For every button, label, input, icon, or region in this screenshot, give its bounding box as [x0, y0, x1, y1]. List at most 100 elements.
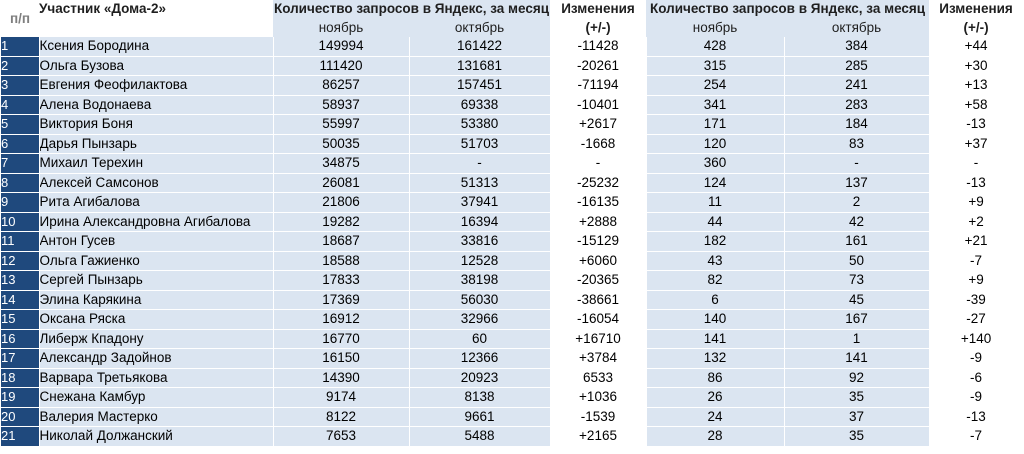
change-a: -20365	[550, 270, 647, 290]
queries-oct-a: 20923	[409, 368, 551, 388]
queries-nov-a: 17833	[273, 270, 410, 290]
table-row: 7 Михаил Терехин 34875- -360- -	[1, 153, 1024, 174]
table-row: 15 Оксана Ряска 16912 32966 -16054 140 167 -27	[1, 309, 1024, 330]
queries-nov-b: 360	[646, 153, 785, 173]
queries-oct-a: 8138	[409, 387, 551, 407]
queries-oct-b: 167	[784, 309, 930, 329]
queries-oct-b: 35	[784, 426, 930, 446]
change-a: +2888	[550, 212, 647, 232]
subheader-oct-b: октябрь	[784, 18, 930, 37]
row-index: 9	[1, 192, 40, 213]
queries-oct-a: 12528	[409, 251, 551, 271]
queries-nov-b: 182	[646, 231, 785, 251]
change-b: -	[929, 153, 1024, 173]
change-a: -16054	[550, 309, 647, 329]
queries-oct-a: 131681	[409, 56, 551, 76]
queries-oct-b: -	[784, 153, 930, 173]
row-index: 14	[1, 290, 40, 310]
queries-nov-a: 18687	[273, 231, 410, 251]
change-a: -38661	[550, 290, 647, 310]
table-row: 11 Антон Гусев 18687 33816 -15129 182 161 +21	[1, 231, 1024, 252]
change-b: +21	[929, 231, 1024, 251]
subheader-row: ноябрь октябрь (+/-) ноябрь октябрь (+/-…	[1, 18, 1023, 37]
queries-nov-a: 16912	[273, 309, 410, 329]
row-index: 16	[1, 329, 40, 349]
change-b: -6	[929, 368, 1024, 388]
participant-name: Снежана Камбур	[39, 387, 274, 407]
subheader-pm-a: (+/-)	[585, 19, 611, 35]
table-row: 18 Варвара Третьякова 14390 20923 6533 86 92 -6	[1, 368, 1024, 388]
table-row: 10 Ирина Александровна Агибалова 19282 1639…	[1, 212, 1024, 232]
row-index: 2	[1, 56, 40, 76]
queries-oct-a: 12366	[409, 348, 551, 368]
queries-oct-a: 161422	[409, 37, 551, 56]
queries-nov-b: 28	[646, 426, 785, 446]
queries-nov-b: 24	[646, 407, 785, 427]
queries-nov-b: 120	[646, 134, 785, 154]
queries-oct-b: 137	[784, 173, 930, 193]
queries-nov-b: 124	[646, 173, 785, 193]
queries-oct-b: 1	[784, 329, 930, 349]
participant-name: Алена Водонаева	[39, 95, 274, 115]
change-a: -11428	[550, 37, 647, 56]
participant-name: Алексей Самсонов	[39, 173, 274, 193]
queries-nov-a: 7653	[273, 426, 410, 446]
queries-oct-b: 241	[784, 75, 930, 95]
queries-nov-b: 141	[646, 329, 785, 349]
queries-nov-b: 132	[646, 348, 785, 368]
header-row: п/п Участник «Дома-2» Количество запросо…	[1, 0, 1023, 37]
change-a: -15129	[550, 231, 647, 251]
change-a: -25232	[550, 173, 647, 193]
participant-name: Михаил Терехин	[39, 153, 274, 173]
change-a: +1036	[550, 387, 647, 407]
row-index: 10	[1, 212, 40, 232]
participant-name: Александр Задойнов	[39, 348, 274, 368]
queries-oct-b: 283	[784, 95, 930, 115]
queries-oct-b: 161	[784, 231, 930, 251]
participant-name: Дарья Пынзарь	[39, 134, 274, 154]
change-b: +9	[929, 270, 1024, 290]
table-row: 9 Рита Агибалова 21806 37941 -16135 11 2 +9	[1, 192, 1024, 213]
queries-oct-b: 2	[784, 192, 930, 212]
queries-nov-b: 254	[646, 75, 785, 95]
table-row: 20 Валерия Мастерко 8122 9661 -1539 24 37 -13	[1, 407, 1024, 427]
queries-nov-a: 14390	[273, 368, 410, 388]
change-a: -1668	[550, 134, 647, 154]
queries-nov-b: 44	[646, 212, 785, 232]
participant-name: Оксана Ряска	[39, 309, 274, 329]
header-queries-a: Количество запросов в Яндекс, за месяц	[273, 0, 551, 19]
row-index: 7	[1, 153, 40, 174]
queries-nov-b: 341	[646, 95, 785, 115]
change-a: +6060	[550, 251, 647, 271]
queries-oct-a: 56030	[409, 290, 551, 310]
subheader-pm-b: (+/-)	[963, 19, 989, 35]
queries-nov-b: 43	[646, 251, 785, 271]
change-a: -	[550, 153, 647, 173]
row-index: 15	[1, 309, 40, 330]
queries-oct-a: -	[409, 153, 551, 173]
queries-oct-a: 157451	[409, 75, 551, 95]
queries-oct-a: 5488	[409, 426, 551, 446]
table-row: 4 Алена Водонаева 58937 69338 -10401 341 283 +5…	[1, 95, 1024, 115]
change-b: -7	[929, 426, 1024, 446]
header-participant: Участник «Дома-2»	[39, 1, 167, 17]
change-a: +2165	[550, 426, 647, 446]
queries-nov-a: 8122	[273, 407, 410, 427]
change-b: +9	[929, 192, 1024, 212]
queries-oct-b: 45	[784, 290, 930, 310]
queries-nov-a: 16150	[273, 348, 410, 368]
change-a: +2617	[550, 114, 647, 134]
header-queries-b: Количество запросов в Яндекс, за месяц	[646, 0, 930, 19]
row-index: 20	[1, 407, 40, 427]
queries-oct-b: 37	[784, 407, 930, 427]
table-row: 8 Алексей Самсонов 26081 51313 -25232 124 137-…	[1, 173, 1024, 193]
queries-oct-b: 42	[784, 212, 930, 232]
queries-nov-a: 111420	[273, 56, 410, 76]
participant-name: Виктория Боня	[39, 114, 274, 134]
queries-oct-a: 51313	[409, 173, 551, 193]
participant-name: Евгения Феофилактова	[39, 75, 274, 95]
queries-nov-a: 18588	[273, 251, 410, 271]
header-changes-a: Изменения	[561, 1, 635, 17]
row-index: 12	[1, 251, 40, 271]
row-index: 1	[1, 37, 40, 57]
